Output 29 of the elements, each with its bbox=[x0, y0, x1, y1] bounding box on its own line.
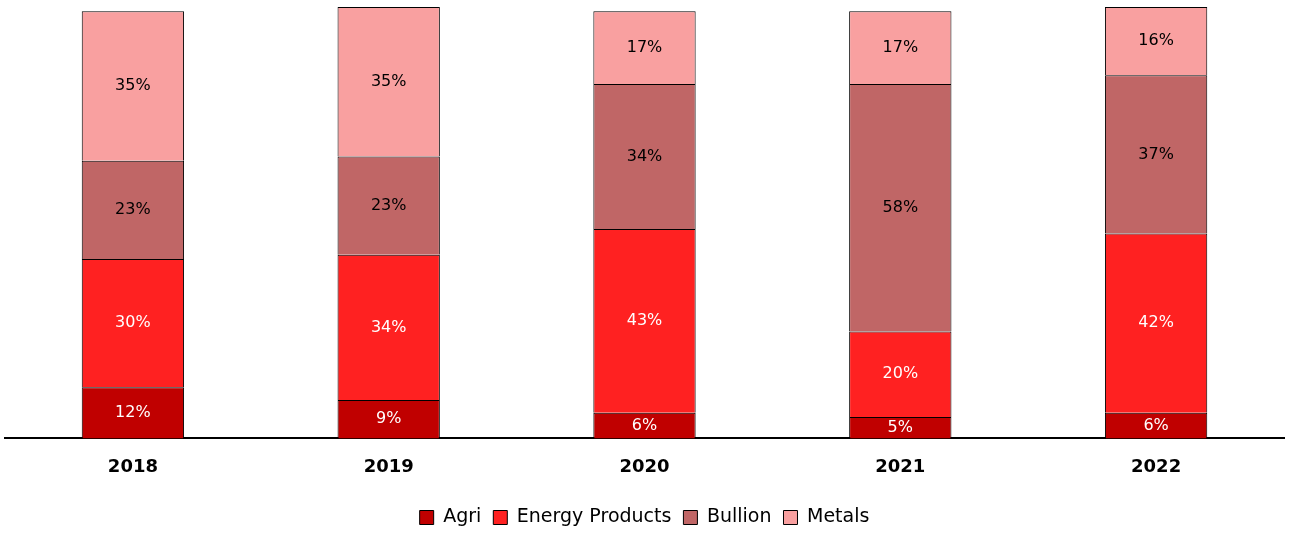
data-label: 5% bbox=[887, 416, 913, 436]
data-label: 35% bbox=[370, 70, 407, 90]
legend-label: Agri bbox=[443, 504, 482, 527]
data-label: 17% bbox=[626, 36, 663, 56]
data-label: 6% bbox=[631, 414, 658, 434]
data-label: 42% bbox=[1138, 312, 1174, 332]
data-label: 12% bbox=[115, 401, 151, 421]
data-label: 23% bbox=[370, 194, 407, 214]
data-label: 30% bbox=[115, 312, 151, 332]
x-tick-label: 2019 bbox=[363, 454, 414, 476]
x-tick-label: 2018 bbox=[107, 454, 158, 476]
data-label: 34% bbox=[370, 316, 407, 336]
x-tick-label: 2021 bbox=[875, 454, 926, 476]
data-label: 58% bbox=[882, 196, 919, 216]
data-label: 43% bbox=[626, 310, 663, 330]
data-label: 35% bbox=[115, 75, 151, 95]
data-label: 34% bbox=[626, 145, 663, 165]
data-label: 17% bbox=[882, 36, 919, 56]
data-label: 23% bbox=[115, 199, 151, 219]
legend-label: Bullion bbox=[706, 504, 772, 527]
data-label: 20% bbox=[882, 363, 919, 383]
data-label: 16% bbox=[1138, 30, 1174, 50]
data-label: 6% bbox=[1143, 414, 1169, 434]
x-tick-label: 2020 bbox=[619, 454, 670, 476]
legend-label: Energy Products bbox=[516, 504, 672, 527]
data-label: 37% bbox=[1138, 143, 1174, 163]
x-tick-label: 2022 bbox=[1131, 454, 1182, 476]
legend-label: Metals bbox=[806, 504, 870, 527]
data-label: 9% bbox=[376, 408, 402, 428]
